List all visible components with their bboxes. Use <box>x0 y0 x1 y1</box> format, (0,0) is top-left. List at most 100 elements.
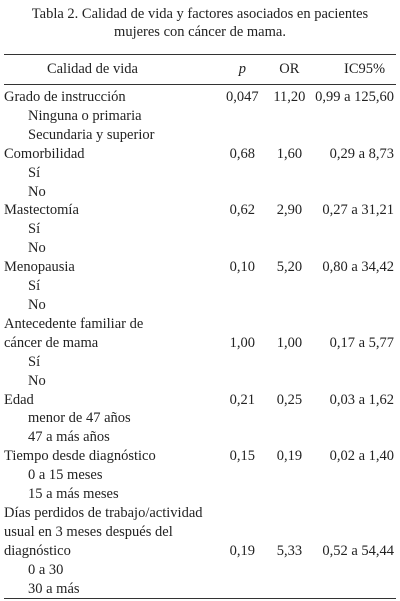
p-cell: 1,00 <box>229 334 255 351</box>
or-cell <box>264 523 315 542</box>
ic-cell <box>315 504 396 523</box>
p-cell: 0,047 <box>226 89 259 105</box>
empty-cell <box>221 107 264 126</box>
table-body: Grado de instrucción 0,047 11,20 0,99 a 125… <box>4 85 396 599</box>
empty-cell <box>221 561 264 580</box>
level-row: No <box>4 372 396 391</box>
empty-cell <box>264 428 315 447</box>
empty-cell <box>315 277 396 296</box>
label-cell: diagnóstico <box>4 542 71 559</box>
empty-cell <box>264 372 315 391</box>
level-cell: No <box>28 240 46 257</box>
or-cell: 5,33 <box>276 542 303 559</box>
header-cell: OR <box>279 61 300 78</box>
level-cell: No <box>28 372 46 389</box>
caption: Tabla 2. Calidad de vida y factores asoc… <box>0 0 400 49</box>
row: diagnóstico 0,19 5,33 0,52 a 54,44 <box>4 542 396 561</box>
label-cell: Antecedente familiar de <box>4 315 144 332</box>
p-cell: 0,10 <box>229 259 255 276</box>
empty-cell <box>264 466 315 485</box>
row: Comorbilidad 0,68 1,60 0,29 a 8,73 <box>4 145 396 164</box>
empty-cell <box>264 220 315 239</box>
ic-cell <box>315 315 396 334</box>
level-row: Secundaria y superior <box>4 126 396 145</box>
empty-cell <box>221 485 264 504</box>
label-cell: Menopausia <box>4 259 75 276</box>
empty-cell <box>264 164 315 183</box>
empty-cell <box>315 296 396 315</box>
row: cáncer de mama 1,00 1,00 0,17 a 5,77 <box>4 334 396 353</box>
empty-cell <box>264 126 315 145</box>
level-cell: Sí <box>28 164 41 181</box>
or-cell <box>264 504 315 523</box>
empty-cell <box>221 372 264 391</box>
empty-cell <box>315 580 396 599</box>
level-row: menor de 47 años <box>4 409 396 428</box>
caption-line: Tabla 2. Calidad de vida y factores asoc… <box>31 6 369 22</box>
or-cell: 5,20 <box>276 259 303 276</box>
level-cell: 0 a 15 meses <box>28 467 103 484</box>
level-cell: 0 a 30 <box>28 561 64 578</box>
level-row: Sí <box>4 164 396 183</box>
ic-cell: 0,80 a 34,42 <box>322 259 394 276</box>
or-cell: 2,90 <box>276 202 303 219</box>
empty-cell <box>315 485 396 504</box>
empty-cell <box>264 409 315 428</box>
label-cell: Tiempo desde diagnóstico <box>4 448 156 465</box>
empty-cell <box>221 220 264 239</box>
empty-cell <box>264 277 315 296</box>
empty-cell <box>221 296 264 315</box>
header-row: Calidad de vida p OR IC95% <box>4 54 396 85</box>
label-cell: Edad <box>4 391 34 408</box>
level-cell: Secundaria y superior <box>28 126 155 143</box>
level-row: 0 a 30 <box>4 561 396 580</box>
empty-cell <box>264 296 315 315</box>
level-cell: No <box>28 296 46 313</box>
level-row: Ninguna o primaria <box>4 107 396 126</box>
empty-cell <box>221 277 264 296</box>
level-row: 0 a 15 meses <box>4 466 396 485</box>
p-cell <box>221 504 264 523</box>
label-cell: Grado de instrucción <box>4 89 126 105</box>
level-cell: Sí <box>28 278 41 295</box>
level-row: Sí <box>4 277 396 296</box>
row: Tiempo desde diagnóstico 0,15 0,19 0,02 a 1… <box>4 447 396 466</box>
empty-cell <box>264 353 315 372</box>
level-row: No <box>4 183 396 202</box>
level-cell: Sí <box>28 221 41 238</box>
header-cell: p <box>238 61 246 78</box>
empty-cell <box>315 561 396 580</box>
header-cell: IC95% <box>343 61 386 78</box>
row: Grado de instrucción 0,047 11,20 0,99 a 125… <box>4 85 396 107</box>
or-cell <box>264 315 315 334</box>
level-row: 15 a más meses <box>4 485 396 504</box>
empty-cell <box>221 164 264 183</box>
level-cell: Sí <box>28 353 41 370</box>
empty-cell <box>315 428 396 447</box>
ic-cell: 0,17 a 5,77 <box>329 334 394 351</box>
empty-cell <box>315 409 396 428</box>
label-cell: cáncer de mama <box>4 334 99 351</box>
label-cell: usual en 3 meses después del <box>4 523 173 540</box>
empty-cell <box>221 353 264 372</box>
p-cell: 0,21 <box>229 391 255 408</box>
or-cell: 1,60 <box>276 145 303 162</box>
row: Mastectomía 0,62 2,90 0,27 a 31,21 <box>4 201 396 220</box>
or-cell: 11,20 <box>273 89 306 105</box>
empty-cell <box>315 353 396 372</box>
empty-cell <box>264 239 315 258</box>
empty-cell <box>315 126 396 145</box>
level-cell: No <box>28 183 46 200</box>
row: Días perdidos de trabajo/actividad <box>4 504 396 523</box>
empty-cell <box>221 126 264 145</box>
row: Edad 0,21 0,25 0,03 a 1,62 <box>4 391 396 410</box>
p-cell: 0,19 <box>229 542 255 559</box>
empty-cell <box>315 183 396 202</box>
empty-cell <box>264 183 315 202</box>
label-cell: Comorbilidad <box>4 145 85 162</box>
p-cell: 0,15 <box>229 448 255 465</box>
label-cell: Mastectomía <box>4 202 79 219</box>
or-cell: 0,25 <box>276 391 303 408</box>
empty-cell <box>221 239 264 258</box>
